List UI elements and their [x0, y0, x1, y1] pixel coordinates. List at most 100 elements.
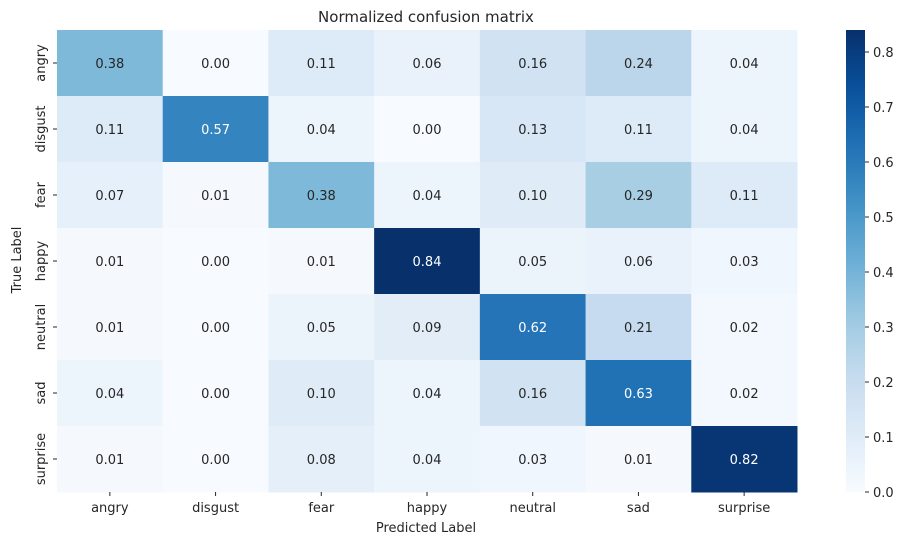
heatmap-cell — [585, 228, 692, 295]
cell-value-label: 0.04 — [413, 189, 442, 204]
heatmap-cell — [479, 162, 587, 229]
x-axis-ticks: angry disgust fear happy neutral sad surprise — [91, 492, 770, 516]
heatmap-cell — [374, 360, 481, 427]
heatmap-cell — [57, 228, 164, 295]
cell-value-label: 0.57 — [201, 123, 230, 138]
heatmap-cell — [585, 30, 692, 97]
colorbar-tick-label: 0.8 — [873, 46, 894, 61]
colorbar — [846, 30, 865, 492]
cell-value-label: 0.04 — [413, 387, 442, 402]
cell-value-label: 0.00 — [201, 387, 230, 402]
heatmap-cell — [57, 30, 164, 97]
cell-value-label: 0.13 — [518, 123, 547, 138]
cell-value-label: 0.01 — [95, 255, 124, 270]
colorbar-tick-label: 0.2 — [873, 376, 894, 391]
heatmap-cell — [691, 360, 798, 427]
heatmap-cell — [374, 426, 481, 493]
cell-value-label: 0.63 — [624, 387, 653, 402]
heatmap-cell — [162, 30, 269, 97]
x-tick-label: neutral — [509, 501, 556, 516]
heatmap-cell — [162, 162, 269, 229]
y-tick-label: disgust — [34, 106, 49, 153]
x-tick-label: sad — [627, 501, 650, 516]
heatmap-cell — [585, 294, 692, 361]
colorbar-tick-label: 0.0 — [873, 486, 894, 501]
colorbar-tick-label: 0.4 — [873, 266, 894, 281]
heatmap-cell — [162, 228, 269, 295]
cell-value-label: 0.02 — [730, 387, 759, 402]
cell-value-label: 0.01 — [624, 453, 653, 468]
heatmap-cell — [268, 294, 375, 361]
heatmap-cell — [57, 426, 164, 493]
cell-value-label: 0.04 — [413, 453, 442, 468]
y-tick-label: angry — [34, 44, 49, 82]
colorbar-tick-label: 0.6 — [873, 156, 894, 171]
x-tick-label: happy — [407, 501, 448, 516]
heatmap-cell — [57, 162, 164, 229]
heatmap-cell — [268, 162, 375, 229]
heatmap-cell — [162, 294, 269, 361]
heatmap-cell — [268, 228, 375, 295]
y-tick-label: sad — [34, 382, 49, 405]
heatmap-cell — [691, 162, 798, 229]
heatmap-cell — [162, 96, 269, 163]
x-tick-label: surprise — [718, 501, 770, 516]
cell-value-label: 0.29 — [624, 189, 653, 204]
cell-value-label: 0.00 — [201, 255, 230, 270]
cell-value-label: 0.16 — [518, 387, 547, 402]
cell-value-label: 0.04 — [730, 123, 759, 138]
cell-value-label: 0.02 — [730, 321, 759, 336]
heatmap-cell — [479, 294, 587, 361]
cell-value-label: 0.03 — [518, 453, 547, 468]
cell-value-label: 0.01 — [95, 453, 124, 468]
chart-title: Normalized confusion matrix — [318, 8, 534, 26]
y-tick-label: surprise — [34, 433, 49, 485]
heatmap-cell — [374, 96, 481, 163]
y-tick-label: happy — [34, 240, 49, 281]
heatmap-cell-labels: 0.38 0.00 0.11 0.06 0.16 0.24 0.04 0.11 0.57 0.04… — [95, 57, 758, 468]
x-tick-label: angry — [91, 501, 129, 516]
y-axis-label: True Label — [10, 227, 25, 295]
heatmap-cell — [268, 426, 375, 493]
cell-value-label: 0.11 — [307, 57, 336, 72]
cell-value-label: 0.01 — [95, 321, 124, 336]
cell-value-label: 0.00 — [413, 123, 442, 138]
cell-value-label: 0.06 — [413, 57, 442, 72]
cell-value-label: 0.38 — [95, 57, 124, 72]
cell-value-label: 0.07 — [95, 189, 124, 204]
heatmap-cell — [374, 30, 481, 97]
colorbar-ticks: 0.0 0.1 0.2 0.3 0.4 0.5 0.6 0.7 0.8 — [865, 46, 894, 501]
cell-value-label: 0.04 — [95, 387, 124, 402]
heatmap-cell — [585, 426, 692, 493]
heatmap-cell — [691, 96, 798, 163]
colorbar-tick-label: 0.3 — [873, 321, 894, 336]
cell-value-label: 0.82 — [730, 453, 759, 468]
heatmap-cell — [691, 30, 798, 97]
cell-value-label: 0.11 — [730, 189, 759, 204]
cell-value-label: 0.05 — [307, 321, 336, 336]
cell-value-label: 0.01 — [201, 189, 230, 204]
cell-value-label: 0.24 — [624, 57, 653, 72]
heatmap-cells — [57, 30, 798, 493]
heatmap-cell — [374, 228, 481, 295]
heatmap-cell — [268, 360, 375, 427]
cell-value-label: 0.06 — [624, 255, 653, 270]
cell-value-label: 0.10 — [518, 189, 547, 204]
heatmap-cell — [268, 30, 375, 97]
x-tick-label: disgust — [192, 501, 239, 516]
heatmap-cell — [479, 360, 587, 427]
colorbar-tick-label: 0.1 — [873, 431, 894, 446]
heatmap-cell — [691, 426, 798, 493]
heatmap-cell — [479, 96, 587, 163]
cell-value-label: 0.38 — [307, 189, 336, 204]
cell-value-label: 0.05 — [518, 255, 547, 270]
heatmap-cell — [585, 360, 692, 427]
cell-value-label: 0.10 — [307, 387, 336, 402]
heatmap-cell — [57, 360, 164, 427]
cell-value-label: 0.00 — [201, 321, 230, 336]
heatmap-cell — [691, 294, 798, 361]
cell-value-label: 0.04 — [730, 57, 759, 72]
heatmap-cell — [479, 228, 587, 295]
x-axis-label: Predicted Label — [376, 521, 476, 536]
